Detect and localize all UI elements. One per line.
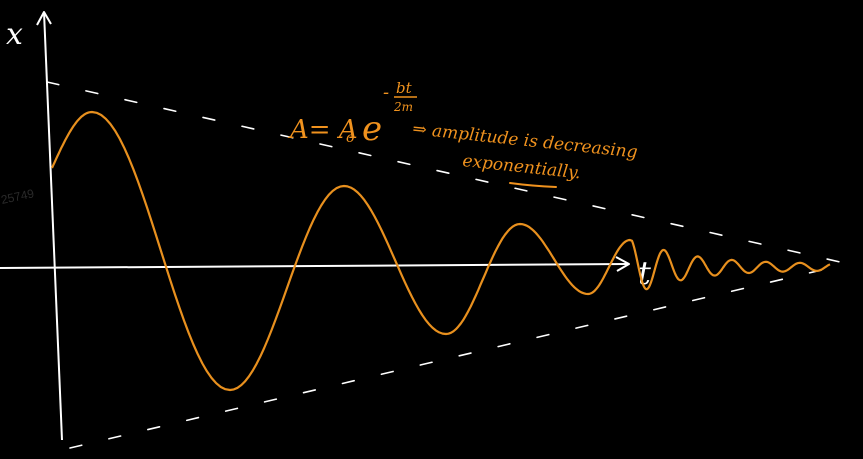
y-axis-arrowhead (36, 11, 52, 26)
amplitude-note: ⇒ amplitude is decreasing exponentially. (411, 119, 639, 188)
y-axis (43, 11, 63, 441)
note-line-1: ⇒ amplitude is decreasing (411, 119, 638, 163)
amplitude-formula: A= A o e - bt 2m (288, 79, 417, 149)
lower-envelope (69, 267, 831, 449)
watermark: 25749 (0, 186, 36, 207)
x-axis (0, 263, 629, 269)
damped-oscillation-curve (50, 110, 831, 392)
y-axis-label: x (6, 17, 23, 52)
formula-exp-minus: - (383, 82, 389, 103)
upper-envelope (46, 81, 841, 263)
formula-base: e (362, 109, 382, 149)
note-line-2: exponentially. (461, 151, 581, 183)
formula-lhs: A= A (288, 115, 358, 145)
formula-subscript: o (346, 130, 354, 146)
formula-exp-numerator: bt (396, 79, 413, 97)
note-underline (509, 182, 557, 188)
x-axis-arrowhead (615, 256, 630, 272)
formula-exp-denominator: 2m (393, 100, 413, 114)
